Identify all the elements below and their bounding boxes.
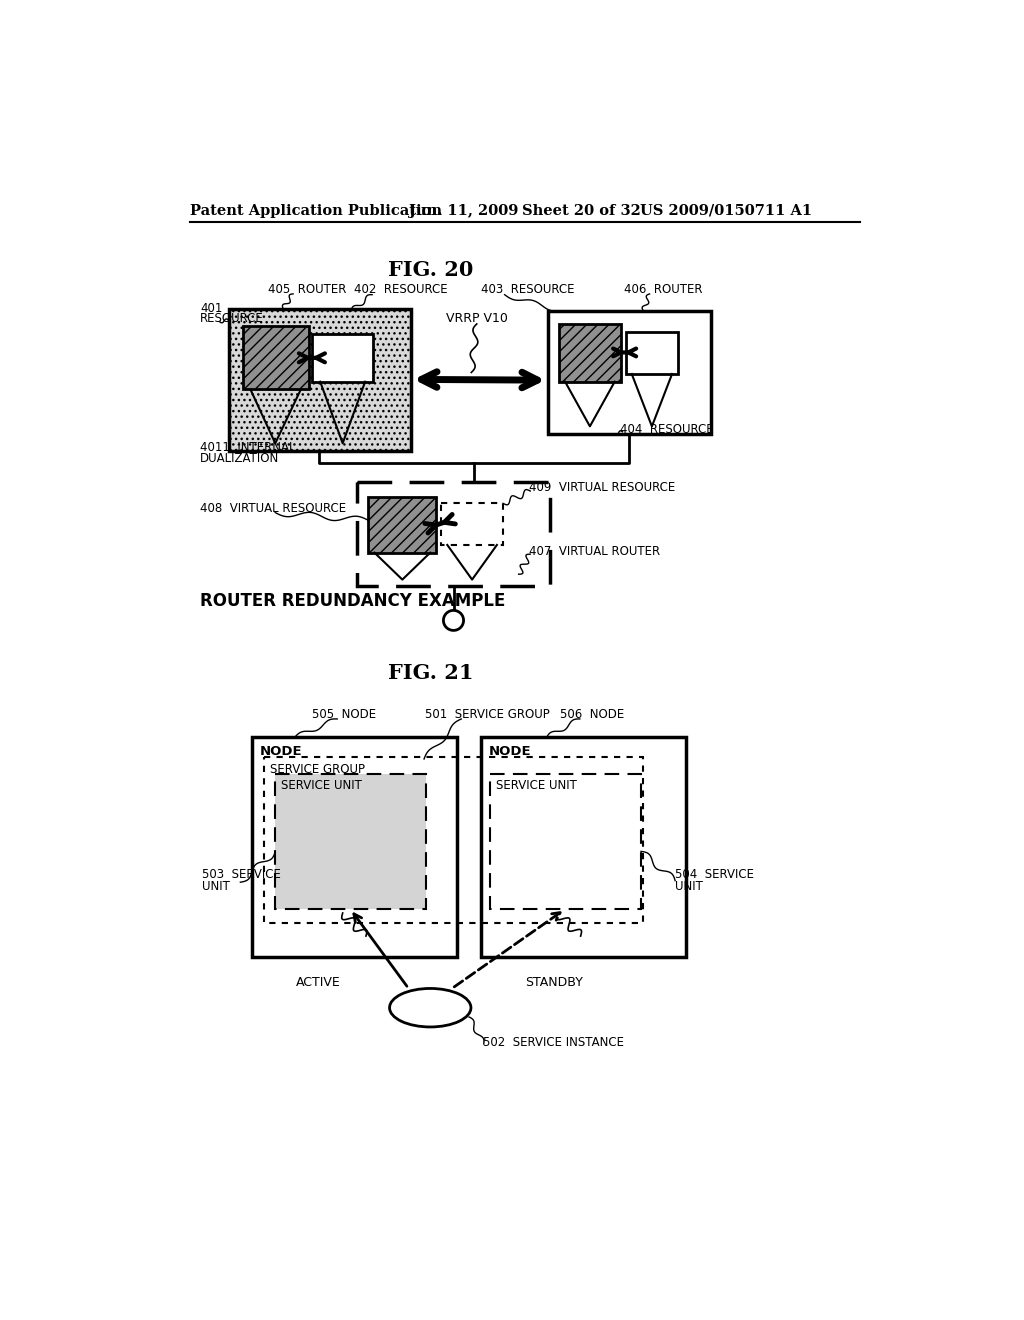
Text: 408  VIRTUAL RESOURCE: 408 VIRTUAL RESOURCE <box>200 502 346 515</box>
Text: 505  NODE: 505 NODE <box>312 708 377 721</box>
Text: SERVICE GROUP: SERVICE GROUP <box>270 763 365 776</box>
Text: UNIT: UNIT <box>202 879 229 892</box>
Text: UNIT: UNIT <box>675 879 703 892</box>
Text: 402  RESOURCE: 402 RESOURCE <box>354 282 447 296</box>
Text: STANDBY: STANDBY <box>525 975 584 989</box>
Text: FIG. 21: FIG. 21 <box>387 663 473 682</box>
Bar <box>312 334 373 381</box>
Text: VRRP V10: VRRP V10 <box>445 312 508 325</box>
Text: 401: 401 <box>200 302 222 315</box>
Bar <box>489 775 641 909</box>
Text: 407  VIRTUAL ROUTER: 407 VIRTUAL ROUTER <box>529 545 660 557</box>
Text: ROUTER REDUNDANCY EXAMPLE: ROUTER REDUNDANCY EXAMPLE <box>200 593 506 610</box>
Circle shape <box>443 610 464 631</box>
Text: 405  ROUTER: 405 ROUTER <box>267 282 346 296</box>
Text: US 2009/0150711 A1: US 2009/0150711 A1 <box>640 203 812 218</box>
Text: 4011  INTERNAL: 4011 INTERNAL <box>200 441 296 454</box>
Bar <box>275 775 426 909</box>
Bar <box>559 323 621 381</box>
Bar <box>441 503 503 545</box>
Text: NODE: NODE <box>488 744 531 758</box>
Bar <box>228 309 411 451</box>
Text: DUALIZATION: DUALIZATION <box>200 453 280 465</box>
Text: 502  SERVICE INSTANCE: 502 SERVICE INSTANCE <box>483 1036 624 1049</box>
Text: 506  NODE: 506 NODE <box>560 708 625 721</box>
Bar <box>252 738 458 957</box>
Text: SERVICE: SERVICE <box>407 998 454 1007</box>
Bar <box>369 498 436 553</box>
Text: FIG. 20: FIG. 20 <box>387 260 473 280</box>
Bar <box>480 738 686 957</box>
Bar <box>263 758 643 923</box>
Bar <box>626 331 678 374</box>
Bar <box>548 312 711 434</box>
Bar <box>275 775 426 909</box>
Text: 503  SERVICE: 503 SERVICE <box>202 869 281 880</box>
Text: RESOURCE: RESOURCE <box>200 312 264 325</box>
Text: Sheet 20 of 32: Sheet 20 of 32 <box>521 203 641 218</box>
Bar <box>243 326 308 389</box>
Text: 403  RESOURCE: 403 RESOURCE <box>480 282 574 296</box>
Text: NODE: NODE <box>260 744 302 758</box>
Text: 404  RESOURCE: 404 RESOURCE <box>621 422 714 436</box>
Text: 409  VIRTUAL RESOURCE: 409 VIRTUAL RESOURCE <box>529 482 676 495</box>
Text: SERVICE UNIT: SERVICE UNIT <box>496 779 577 792</box>
Text: INSTANCE: INSTANCE <box>402 1008 458 1019</box>
Bar <box>356 482 550 586</box>
Text: 504  SERVICE: 504 SERVICE <box>675 869 754 880</box>
Ellipse shape <box>389 989 471 1027</box>
Text: 501  SERVICE GROUP: 501 SERVICE GROUP <box>425 708 550 721</box>
Text: 406  ROUTER: 406 ROUTER <box>624 282 702 296</box>
Text: SERVICE UNIT: SERVICE UNIT <box>282 779 362 792</box>
Text: Patent Application Publication: Patent Application Publication <box>190 203 442 218</box>
Text: ACTIVE: ACTIVE <box>296 975 340 989</box>
Text: Jun. 11, 2009: Jun. 11, 2009 <box>410 203 519 218</box>
